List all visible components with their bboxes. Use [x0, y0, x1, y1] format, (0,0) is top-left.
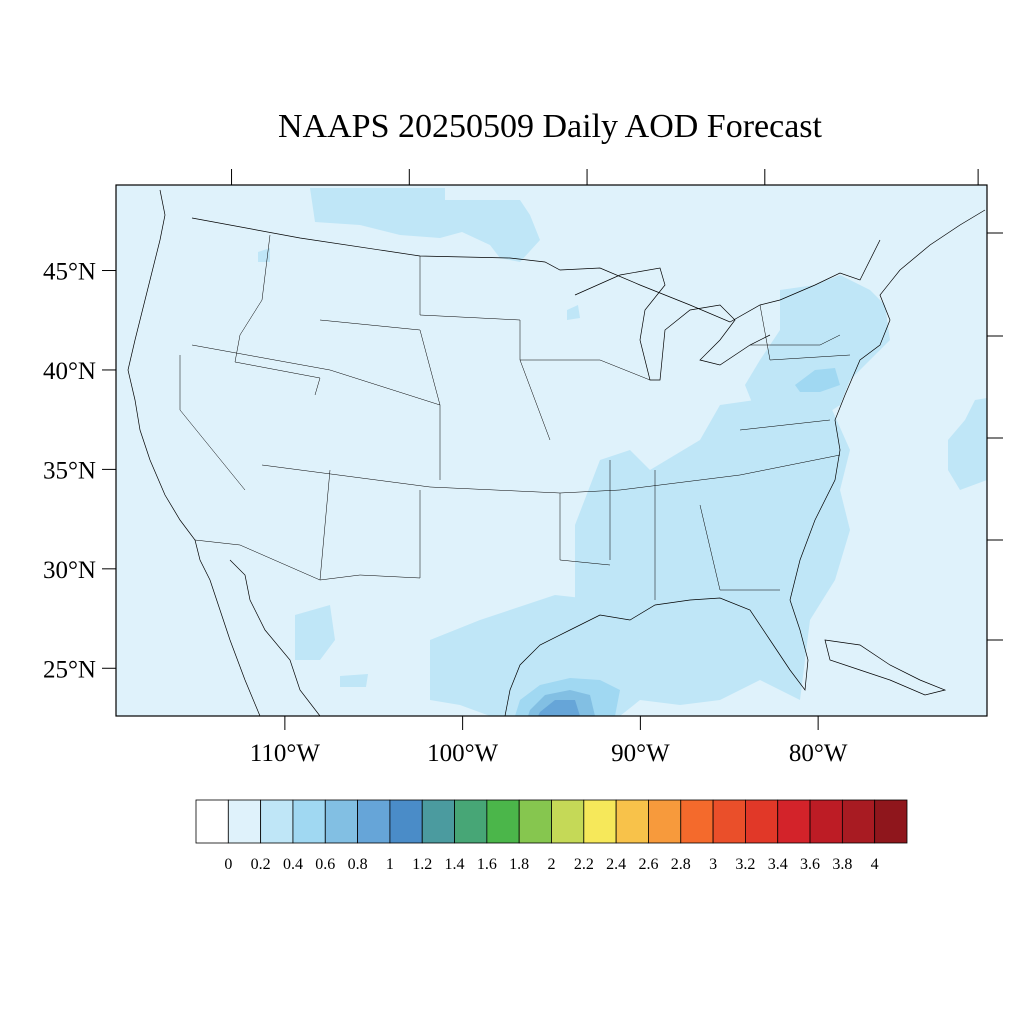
lon-label: 110°W [250, 740, 321, 767]
map-frame [115, 184, 988, 717]
aod-region-layer-0.2 [258, 188, 987, 716]
aod-region-gulf [430, 595, 760, 716]
west-coast [127, 189, 261, 716]
aod-region-mexico-spot [340, 674, 368, 687]
lat-label: 45°N [43, 259, 96, 286]
cuba-coast [824, 639, 947, 696]
lat-label: 25°N [43, 656, 96, 683]
aod-region-southeast [575, 395, 850, 700]
aod-region-gulf-peak [538, 700, 580, 716]
baja-coast [229, 559, 321, 716]
lon-label: 90°W [611, 740, 670, 767]
lon-label: 100°W [427, 740, 498, 767]
aod-region-plains-spot [567, 305, 580, 320]
map-ticks [102, 169, 1003, 730]
longitude-labels: 110°W 100°W 90°W 80°W [250, 740, 848, 767]
lat-label: 30°N [43, 557, 96, 584]
aod-region-north-canada [310, 188, 540, 262]
aod-region-atlantic [948, 398, 987, 490]
aod-region-mexico-west [295, 605, 335, 660]
great-lakes [574, 267, 771, 381]
lat-label: 40°N [43, 358, 96, 385]
lat-label: 35°N [43, 457, 96, 484]
gulf-coast [504, 597, 809, 716]
east-coast [789, 209, 986, 601]
lon-label: 80°W [789, 740, 848, 767]
latitude-labels: 45°N 40°N 35°N 30°N 25°N [43, 259, 96, 684]
map-title: NAAPS 20250509 Daily AOD Forecast [278, 108, 822, 145]
state-lines [179, 234, 851, 600]
aod-region-layer-0.8 [538, 700, 580, 716]
us-canada-border [191, 217, 881, 323]
aod-region-ny-plume [795, 368, 840, 392]
geographic-boundaries [127, 189, 986, 716]
